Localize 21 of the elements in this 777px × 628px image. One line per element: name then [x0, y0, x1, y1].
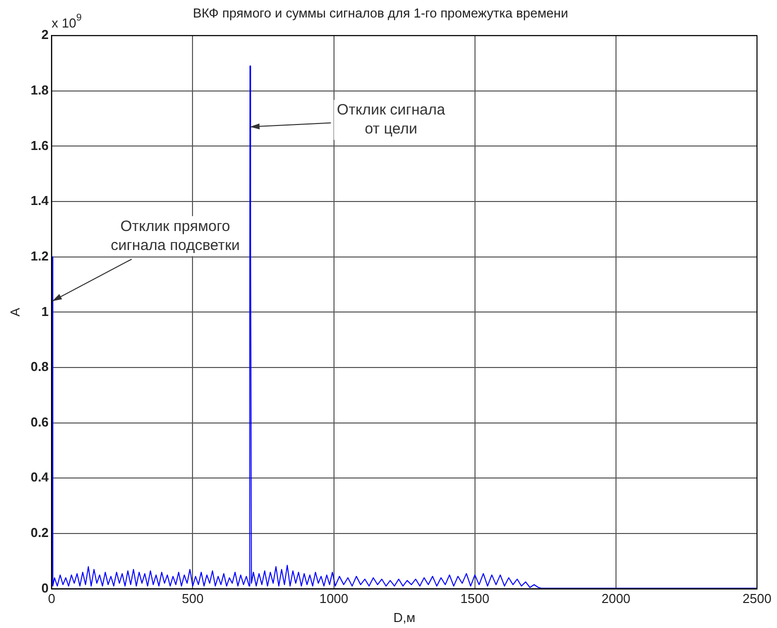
y-tick-label: 0 [41, 580, 49, 596]
y-tick-label: 0.2 [30, 525, 49, 540]
y-tick-label: 0.6 [30, 414, 49, 430]
x-tick-label: 1000 [319, 591, 348, 606]
annotation: Отклик сигнала от цели [336, 102, 446, 138]
y-tick-label: 1.2 [30, 248, 49, 264]
y-tick-label: 2 [41, 27, 49, 42]
y-tick-label: 1.6 [30, 138, 49, 153]
y-tick-label: 1 [41, 304, 49, 319]
x-tick-label: 500 [182, 591, 204, 606]
x-tick-label: 1500 [460, 591, 490, 606]
x-tick-label: 2500 [742, 591, 772, 606]
x-axis-title: D,м [393, 610, 416, 625]
x-tick-label: 2000 [601, 591, 630, 606]
annotation: Отклик прямого сигнала подсветки [110, 218, 240, 254]
chart-title: ВКФ прямого и суммы сигналов для 1-го промежутка времени [192, 5, 568, 20]
y-axis-title: A [7, 308, 22, 317]
y-tick-label: 0.8 [30, 359, 49, 374]
y-tick-label: 0.4 [30, 470, 50, 485]
y-tick-label: 1.4 [30, 193, 50, 208]
y-tick-label: 1.8 [30, 82, 49, 98]
